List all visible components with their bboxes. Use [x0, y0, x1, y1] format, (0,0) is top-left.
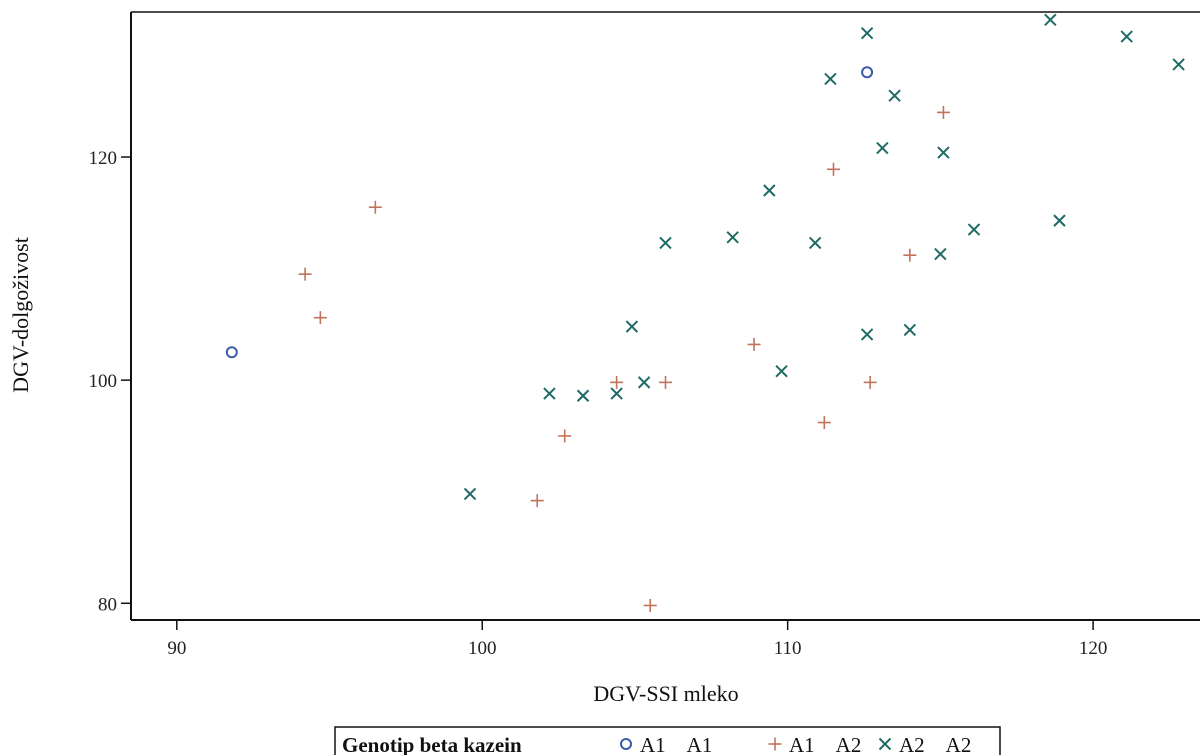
data-point [763, 184, 776, 197]
data-point [530, 494, 544, 508]
x-axis: 90 100 110 120 [167, 620, 1107, 659]
plot-frame [130, 11, 1200, 621]
x-tick-label: 100 [468, 638, 497, 659]
legend-marker [768, 737, 782, 751]
data-point [863, 375, 877, 389]
data-point [726, 231, 739, 244]
data-point [643, 598, 657, 612]
data-point [1053, 214, 1066, 227]
data-point [808, 236, 822, 250]
data-point [637, 376, 651, 389]
data-point [747, 337, 761, 351]
data-point [888, 89, 901, 102]
data-point [934, 247, 947, 261]
x-tick-label: 120 [1079, 638, 1108, 659]
data-point [860, 328, 874, 341]
data-point [225, 346, 238, 359]
y-axis-title: DGV-dolgoživost [8, 237, 33, 393]
data-point [937, 146, 950, 159]
data-point [775, 365, 788, 378]
legend-label: A1 A2 [789, 733, 861, 755]
legend-marker [878, 737, 892, 751]
data-point [860, 26, 874, 40]
data-point [1172, 58, 1185, 71]
data-point [1044, 13, 1057, 27]
data-point [543, 387, 556, 400]
legend: Genotip beta kazein A1 A1 A1 A2 A2 A2 [334, 726, 1001, 755]
data-point [463, 487, 477, 501]
data-point [659, 236, 672, 250]
legend-label: A2 A2 [899, 733, 971, 755]
legend-marker [620, 738, 632, 750]
data-point [817, 416, 831, 430]
legend-entries: A1 A1 A1 A2 A2 A2 [620, 733, 971, 755]
x-tick-label: 90 [167, 638, 186, 659]
data-point [610, 375, 624, 389]
data-point [936, 105, 950, 119]
data-point [1120, 30, 1133, 43]
data-point [903, 248, 917, 262]
data-point [861, 66, 874, 79]
legend-box [334, 726, 1001, 755]
data-point [826, 162, 840, 176]
data-point [967, 223, 981, 236]
data-point [824, 72, 837, 86]
legend-title: Genotip beta kazein [342, 733, 522, 755]
data-point [558, 429, 572, 443]
data-point [903, 323, 917, 337]
legend-label: A1 A1 [640, 733, 712, 755]
y-tick-label: 120 [89, 148, 118, 169]
x-axis-title: DGV-SSI mleko [593, 681, 738, 706]
x-tick-label: 110 [774, 638, 802, 659]
data-point [659, 375, 672, 389]
data-point [625, 320, 639, 333]
y-axis: 80 100 120 [89, 148, 131, 615]
data-point [876, 141, 889, 155]
data-point [368, 200, 382, 214]
y-tick-label: 80 [98, 594, 117, 615]
data-point [313, 311, 327, 325]
y-tick-label: 100 [89, 371, 118, 392]
data-point [576, 389, 590, 402]
data-point [298, 267, 312, 281]
data-point [610, 387, 623, 400]
data-points [225, 13, 1185, 612]
